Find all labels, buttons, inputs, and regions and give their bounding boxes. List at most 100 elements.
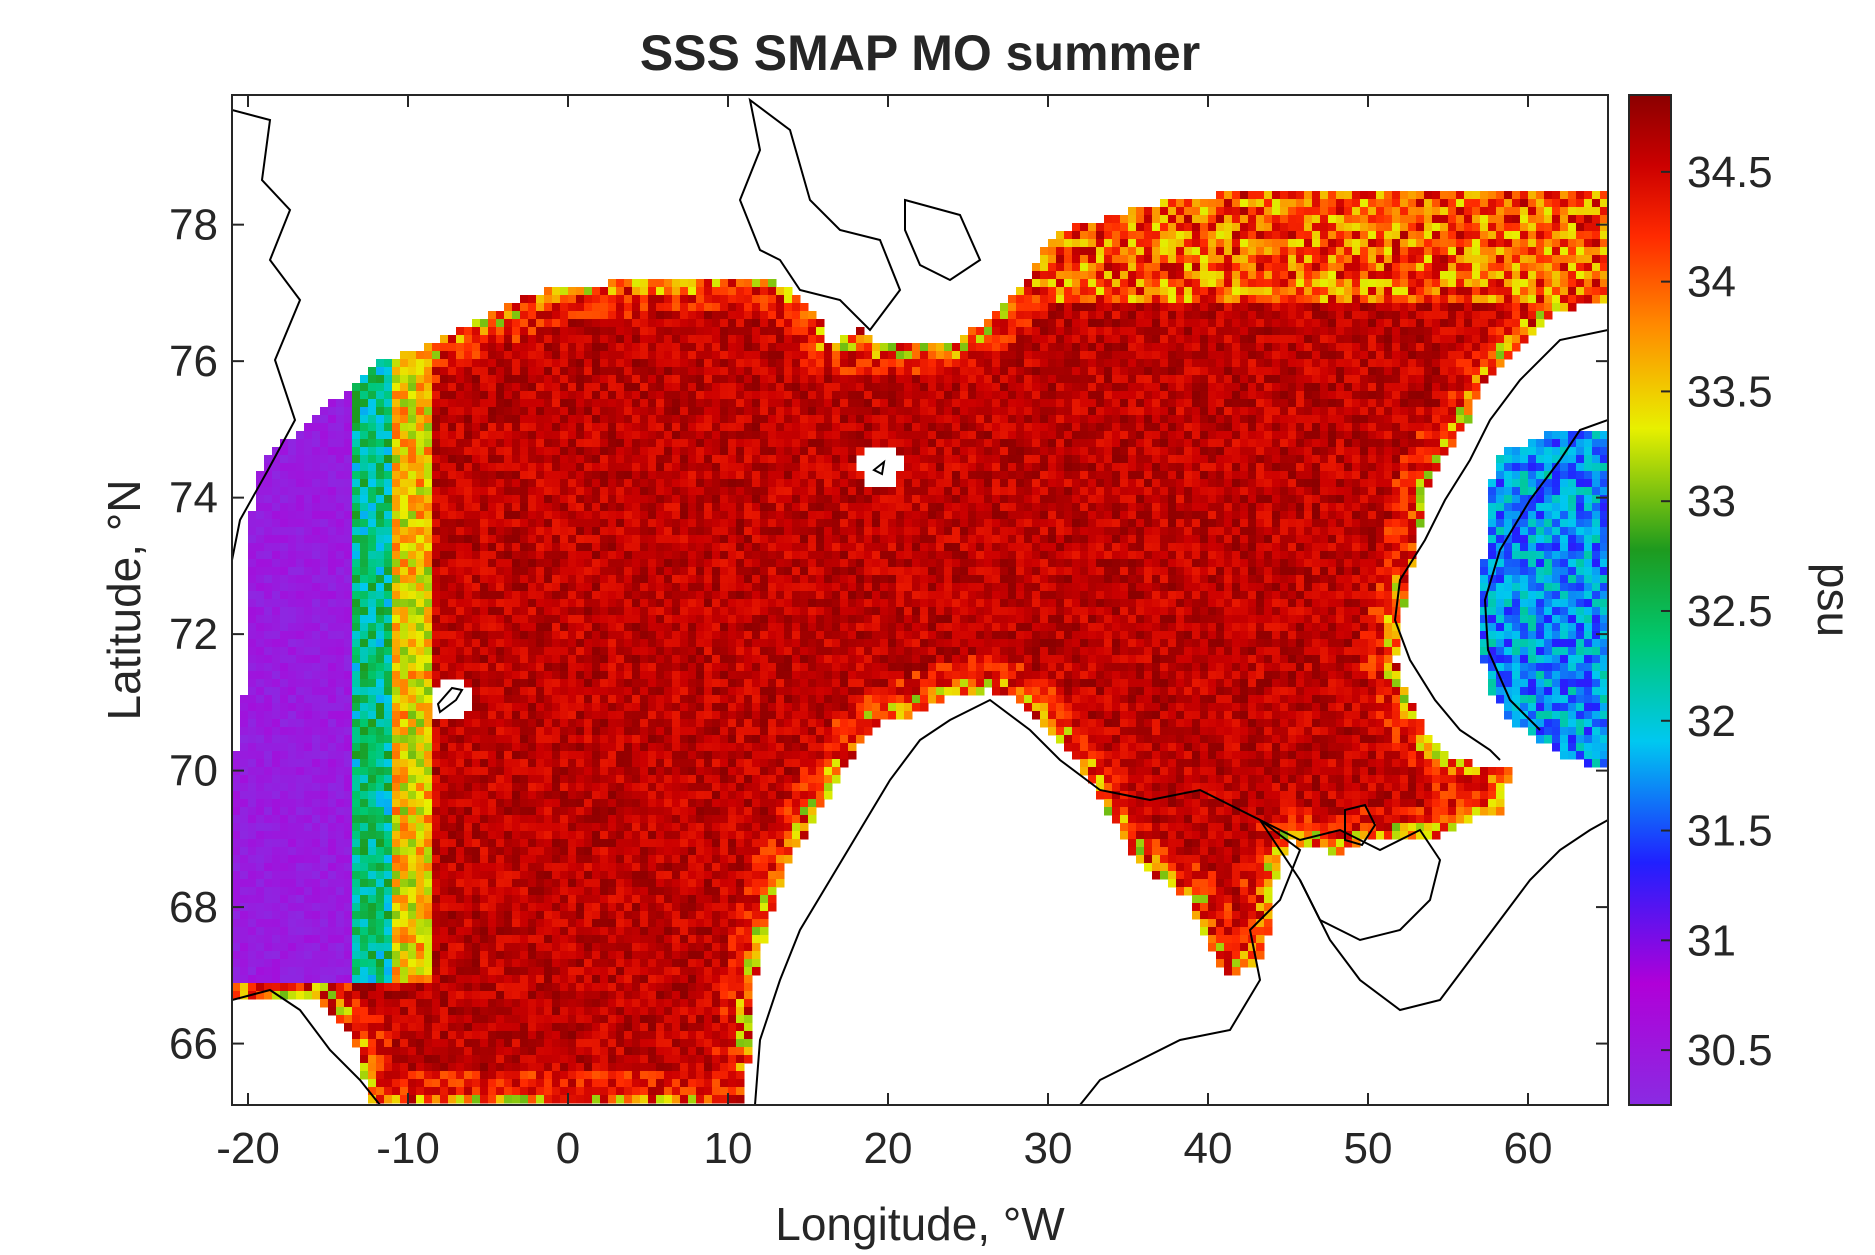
salinity-cell (1144, 319, 1153, 328)
salinity-cell (1064, 263, 1073, 272)
salinity-cell (440, 447, 449, 456)
salinity-cell (344, 431, 353, 440)
salinity-cell (1512, 231, 1521, 240)
salinity-cell (1040, 279, 1049, 288)
salinity-cell (1536, 295, 1545, 304)
salinity-cell (760, 431, 769, 440)
salinity-cell (1352, 447, 1361, 456)
salinity-cell (1432, 191, 1441, 200)
salinity-cell (1240, 231, 1249, 240)
salinity-cell (1472, 375, 1481, 384)
salinity-cell (1160, 287, 1169, 296)
salinity-cell (640, 431, 649, 440)
salinity-cell (432, 479, 441, 488)
salinity-cell (1496, 295, 1505, 304)
salinity-cell (1376, 231, 1385, 240)
salinity-cell (1104, 215, 1113, 224)
salinity-cell (1096, 495, 1105, 504)
salinity-cell (1200, 487, 1209, 496)
salinity-cell (1280, 263, 1289, 272)
salinity-cell (488, 383, 497, 392)
salinity-cell (1400, 239, 1409, 248)
salinity-cell (552, 375, 561, 384)
salinity-cell (688, 391, 697, 400)
salinity-cell (1408, 503, 1417, 512)
salinity-cell (1400, 487, 1409, 496)
salinity-cell (448, 399, 457, 408)
salinity-cell (1376, 415, 1385, 424)
salinity-cell (680, 447, 689, 456)
salinity-cell (1016, 351, 1025, 360)
salinity-cell (760, 351, 769, 360)
salinity-cell (1280, 439, 1289, 448)
salinity-cell (848, 471, 857, 480)
salinity-cell (704, 479, 713, 488)
salinity-cell (1352, 375, 1361, 384)
salinity-cell (584, 295, 593, 304)
salinity-cell (1232, 351, 1241, 360)
salinity-cell (456, 407, 465, 416)
salinity-cell (384, 487, 393, 496)
salinity-cell (944, 439, 953, 448)
salinity-cell (912, 423, 921, 432)
salinity-cell (1200, 439, 1209, 448)
salinity-cell (1408, 279, 1417, 288)
salinity-cell (904, 455, 913, 464)
salinity-cell (1224, 223, 1233, 232)
salinity-cell (1056, 431, 1065, 440)
salinity-cell (872, 399, 881, 408)
salinity-cell (808, 319, 817, 328)
salinity-cell (1376, 319, 1385, 328)
salinity-cell (584, 303, 593, 312)
salinity-cell (584, 383, 593, 392)
salinity-cell (1528, 255, 1537, 264)
salinity-cell (1256, 263, 1265, 272)
salinity-cell (832, 351, 841, 360)
salinity-cell (672, 311, 681, 320)
salinity-cell (1072, 487, 1081, 496)
salinity-cell (344, 471, 353, 480)
salinity-cell (1200, 207, 1209, 216)
salinity-cell (1504, 343, 1513, 352)
salinity-cell (1384, 239, 1393, 248)
salinity-cell (1464, 383, 1473, 392)
salinity-cell (1456, 279, 1465, 288)
salinity-cell (1520, 231, 1529, 240)
salinity-cell (1528, 295, 1537, 304)
salinity-cell (632, 287, 641, 296)
salinity-cell (896, 367, 905, 376)
salinity-cell (1136, 431, 1145, 440)
salinity-cell (1216, 215, 1225, 224)
salinity-cell (1544, 439, 1553, 448)
salinity-cell (1328, 391, 1337, 400)
salinity-cell (584, 351, 593, 360)
salinity-cell (1272, 487, 1281, 496)
salinity-cell (1080, 447, 1089, 456)
salinity-cell (800, 375, 809, 384)
salinity-cell (824, 343, 833, 352)
salinity-cell (472, 431, 481, 440)
salinity-cell (784, 439, 793, 448)
salinity-cell (1176, 383, 1185, 392)
salinity-cell (704, 415, 713, 424)
salinity-cell (1208, 263, 1217, 272)
salinity-cell (752, 487, 761, 496)
salinity-cell (504, 487, 513, 496)
salinity-cell (456, 343, 465, 352)
salinity-cell (744, 287, 753, 296)
salinity-cell (344, 399, 353, 408)
salinity-cell (800, 303, 809, 312)
salinity-cell (808, 351, 817, 360)
salinity-cell (1144, 407, 1153, 416)
salinity-cell (576, 367, 585, 376)
salinity-cell (400, 519, 409, 528)
salinity-cell (1400, 303, 1409, 312)
salinity-cell (920, 399, 929, 408)
salinity-cell (1136, 207, 1145, 216)
salinity-cell (1096, 223, 1105, 232)
salinity-cell (1280, 327, 1289, 336)
salinity-cell (688, 455, 697, 464)
salinity-cell (776, 503, 785, 512)
salinity-cell (560, 471, 569, 480)
salinity-cell (728, 391, 737, 400)
